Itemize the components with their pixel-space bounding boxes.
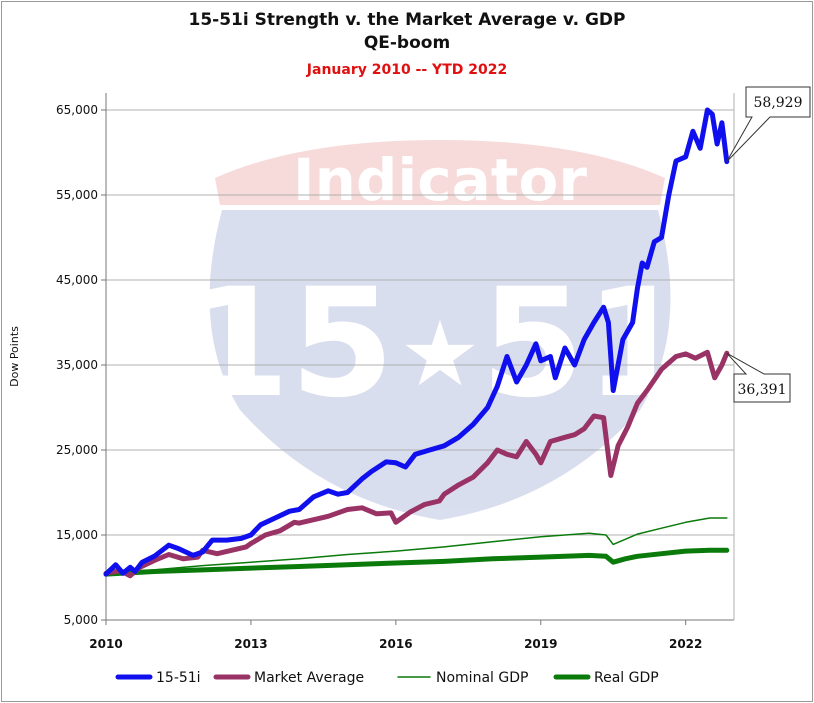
series-line-market-average	[103, 349, 730, 579]
y-tick-label: 15,000	[56, 528, 98, 542]
y-tick-label: 5,000	[64, 613, 98, 627]
x-tick-label: 2019	[524, 637, 557, 651]
axes: 5,000 15,000 25,000 35,000 45,000 55,000 65,00…	[8, 93, 735, 651]
x-tick-label: 2013	[234, 637, 267, 651]
series-line-real-gdp	[103, 547, 730, 577]
legend-label-real-gdp: Real GDP	[594, 670, 659, 686]
y-tick-label: 35,000	[56, 358, 98, 372]
legend-label-15-51i: 15-51i	[156, 670, 201, 686]
y-axis-label: Dow Points	[8, 326, 21, 387]
callout-box-market-average	[726, 352, 791, 403]
watermark-star-icon: ★	[400, 302, 481, 407]
watermark-shield-top	[215, 140, 665, 205]
x-tick-label: 2022	[669, 637, 702, 651]
callout-label-15-51i: 58,929	[754, 95, 803, 111]
y-tick-label: 45,000	[56, 273, 98, 287]
x-tick-label: 2016	[379, 637, 412, 651]
y-tick-label: 55,000	[56, 188, 98, 202]
y-tick-label: 65,000	[56, 103, 98, 117]
callouts: 58,929 36,391	[726, 86, 811, 403]
series-lines	[103, 107, 730, 579]
x-tick-label: 2010	[89, 637, 122, 651]
legend-label-nominal-gdp: Nominal GDP	[436, 670, 528, 686]
series-line-15-51i	[103, 107, 730, 577]
y-tick-label: 25,000	[56, 443, 98, 457]
chart-title: 15-51i Strength v. the Market Average v.…	[188, 10, 626, 30]
callout-box-15-51i	[726, 86, 811, 162]
legend-label-market-average: Market Average	[254, 670, 364, 686]
series-line-nominal-gdp	[105, 517, 728, 575]
watermark-word: Indicator	[293, 146, 587, 214]
watermark-number-left: 15	[186, 257, 395, 431]
callout-label-market-average: 36,391	[738, 382, 787, 398]
chart-date-range: January 2010 -- YTD 2022	[306, 62, 508, 78]
legend: 15-51i Market Average Nominal GDP Real GDP	[115, 670, 659, 686]
chart-subtitle: QE-boom	[363, 33, 451, 53]
